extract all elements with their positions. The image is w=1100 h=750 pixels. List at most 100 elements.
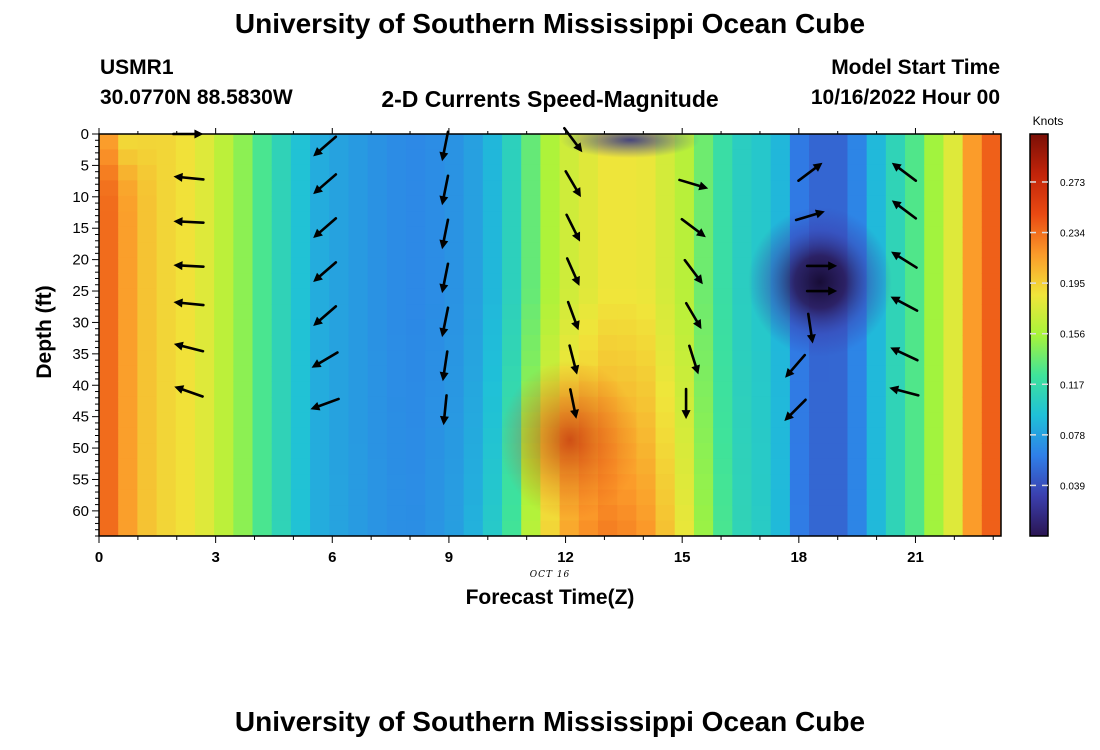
heatmap-cell (655, 304, 676, 321)
heatmap-cell (521, 195, 542, 212)
heatmap-cell (540, 335, 561, 352)
heatmap-cell (194, 350, 215, 367)
heatmap-cell (885, 443, 906, 460)
heatmap-cell (290, 335, 311, 352)
heatmap-cell (99, 319, 119, 336)
heatmap-cell (406, 365, 426, 382)
heatmap-cell (502, 304, 522, 321)
heatmap-cell (540, 149, 561, 166)
heatmap-cell (214, 164, 234, 181)
heatmap-cell (866, 520, 887, 536)
heatmap-cell (348, 443, 369, 460)
heatmap-cell (99, 458, 119, 475)
heatmap-cell (981, 257, 1001, 274)
heatmap-cell (828, 381, 849, 398)
heatmap-cell (214, 474, 234, 491)
heatmap-cell (655, 164, 676, 181)
heatmap-cell (406, 180, 426, 197)
low-speed-core (748, 207, 892, 357)
heatmap-cell (214, 505, 234, 522)
heatmap-cell (502, 149, 522, 166)
heatmap-cell (348, 520, 369, 536)
heatmap-cell (386, 396, 407, 413)
heatmap-cell (597, 211, 618, 228)
heatmap-cell (156, 242, 177, 259)
heatmap-cell (406, 381, 426, 398)
heatmap-cell (310, 335, 330, 352)
date-label: OCT 16 (529, 570, 571, 580)
heatmap-cell (386, 149, 407, 166)
heatmap-cell (924, 381, 945, 398)
x-axis-label: Forecast Time(Z) (465, 586, 635, 609)
heatmap-cell (329, 134, 350, 151)
heatmap-cell (348, 242, 369, 259)
heatmap-cell (444, 505, 465, 522)
heatmap-cell (521, 134, 542, 151)
heatmap-cell (194, 443, 215, 460)
heatmap-cell (885, 242, 906, 259)
heatmap-cell (502, 319, 522, 336)
heatmap-cell (751, 458, 772, 475)
heatmap-cell (674, 365, 695, 382)
heatmap-cell (156, 396, 177, 413)
heatmap-cell (597, 164, 618, 181)
heatmap-cell (482, 257, 503, 274)
current-vector (684, 301, 702, 330)
colorbar-tick-label: 0.234 (1060, 229, 1085, 240)
heatmap-cell (962, 489, 983, 506)
heatmap-cell (540, 242, 561, 259)
heatmap-cell (425, 304, 446, 321)
heatmap-cell (713, 335, 733, 352)
heatmap-cell (118, 164, 138, 181)
heatmap-cell (789, 412, 810, 429)
heatmap-cell (425, 443, 446, 460)
heatmap-cell (981, 443, 1001, 460)
heatmap-cell (597, 520, 618, 536)
heatmap-cell (924, 211, 945, 228)
heatmap-cell (905, 180, 925, 197)
heatmap-cell (386, 226, 407, 243)
heatmap-cell (156, 427, 177, 444)
heatmap-cell (175, 520, 196, 536)
current-vector (565, 257, 580, 286)
heatmap-cell (693, 505, 714, 522)
heatmap-cell (828, 505, 849, 522)
heatmap-cell (905, 273, 925, 290)
current-vector (797, 162, 823, 182)
heatmap-cell (99, 474, 119, 491)
heatmap-cell (540, 304, 561, 321)
heatmap-cell (655, 319, 676, 336)
heatmap-cell (290, 257, 311, 274)
heatmap-cell (578, 211, 599, 228)
heatmap-cell (233, 288, 254, 305)
heatmap-cell (597, 304, 618, 321)
heatmap-cell (732, 381, 753, 398)
heatmap-cell (348, 335, 369, 352)
heatmap-cell (137, 365, 158, 382)
heatmap-cell (636, 381, 657, 398)
heatmap-cell (463, 350, 484, 367)
heatmap-cell (578, 242, 599, 259)
heatmap-cell (828, 180, 849, 197)
heatmap-cell (252, 458, 273, 475)
heatmap-cell (693, 149, 714, 166)
heatmap-cell (367, 381, 388, 398)
heatmap-cell (789, 458, 810, 475)
heatmap-cell (367, 412, 388, 429)
heatmap-cell (329, 149, 350, 166)
heatmap-cell (674, 520, 695, 536)
current-vector (785, 353, 807, 378)
colorbar-ticks: 0.273 0.234 0.195 0.156 0.117 0.078 0.039 (1030, 178, 1085, 492)
colorbar-tick-label: 0.039 (1060, 481, 1085, 492)
heatmap-cell (693, 211, 714, 228)
heatmap-cell (521, 350, 542, 367)
current-vector (313, 261, 338, 283)
heatmap-cell (847, 443, 868, 460)
heatmap-cell (482, 195, 503, 212)
heatmap-cell (713, 134, 733, 151)
heatmap-cell (751, 443, 772, 460)
heatmap-cell (502, 226, 522, 243)
heatmap-cell (674, 257, 695, 274)
heatmap-cell (290, 427, 311, 444)
heatmap-cell (540, 164, 561, 181)
